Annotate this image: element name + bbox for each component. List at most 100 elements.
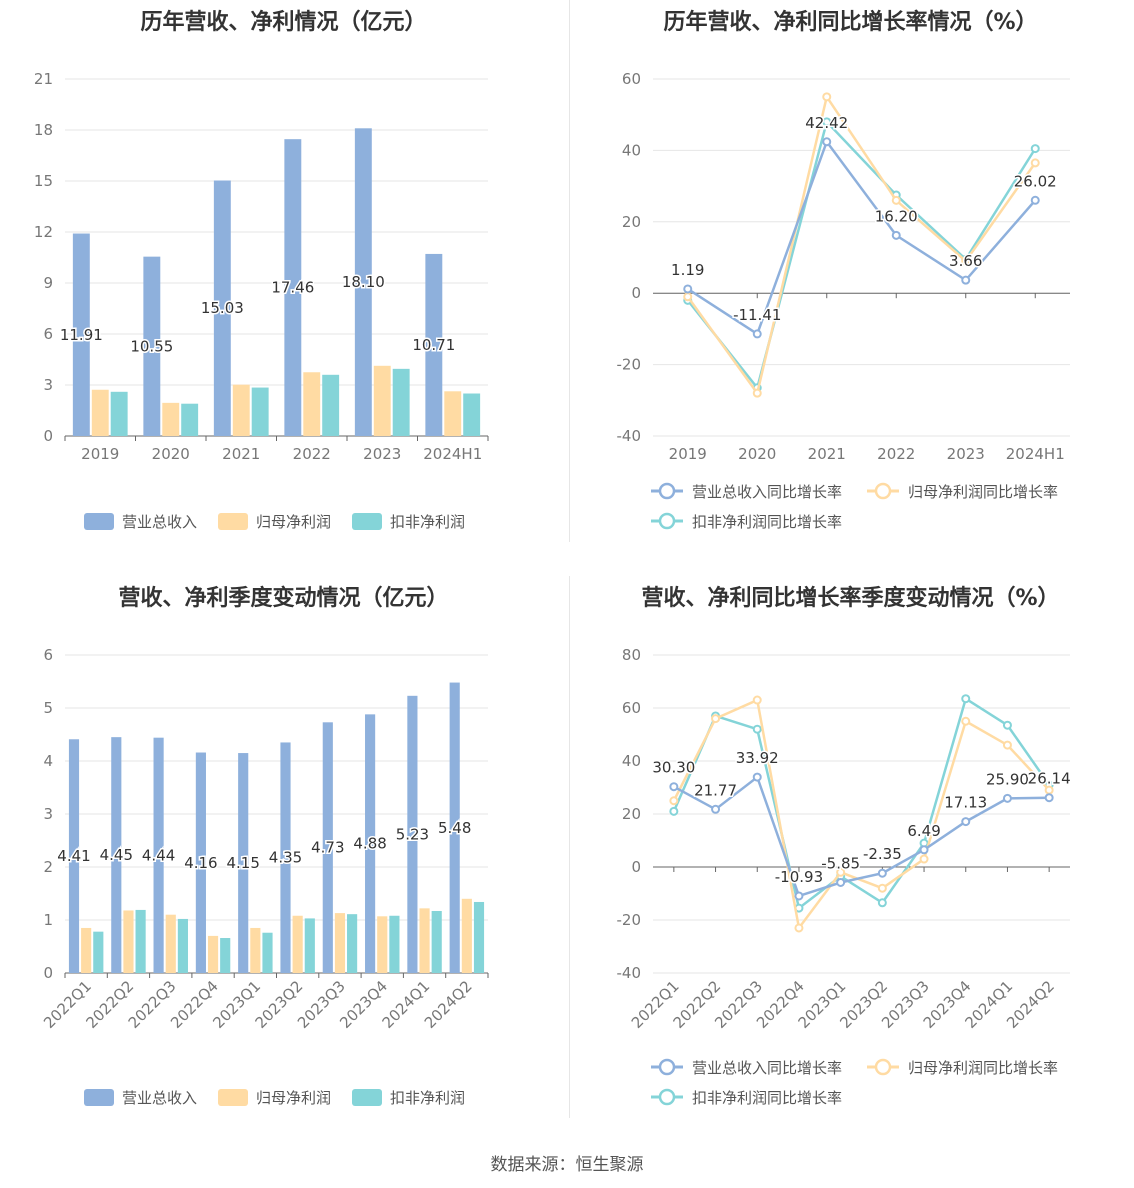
vertical-divider	[569, 0, 570, 542]
legend-swatch	[84, 1089, 114, 1106]
legend-label: 归母净利润	[256, 513, 331, 531]
y-tick-label: 1	[43, 911, 53, 929]
bar	[431, 910, 442, 973]
panel-annual-bar: 历年营收、净利情况（亿元） 0 3 6 9 12 15 18 21 2019 2020 2021 20…	[0, 0, 567, 548]
bar	[232, 384, 250, 436]
data-point	[1030, 158, 1040, 168]
data-point	[1002, 740, 1012, 750]
data-point	[961, 817, 971, 827]
bar	[111, 737, 122, 973]
data-point	[919, 854, 929, 864]
data-label: 30.30	[652, 759, 695, 777]
y-tick-label: 80	[622, 646, 641, 664]
data-point	[683, 284, 693, 294]
y-tick-label: 6	[43, 325, 53, 343]
data-label: 26.02	[1014, 172, 1057, 190]
bar	[143, 256, 161, 436]
data-point	[752, 772, 762, 782]
bar	[304, 918, 315, 973]
vertical-divider	[569, 576, 570, 1118]
legend-marker	[658, 1088, 676, 1106]
data-point	[752, 724, 762, 734]
data-point	[961, 256, 971, 266]
data-point	[836, 867, 846, 877]
chart-title: 历年营收、净利同比增长率情况（%）	[663, 10, 1038, 35]
y-tick-label: 21	[34, 70, 53, 88]
series-line	[686, 119, 1037, 391]
bar	[280, 742, 291, 973]
bar	[68, 739, 80, 973]
data-point	[1002, 793, 1012, 803]
data-label: 21.77	[694, 781, 737, 799]
y-tick-label: 0	[43, 427, 53, 445]
legend-marker	[658, 1058, 676, 1076]
bar	[373, 365, 391, 436]
legend-swatch	[352, 1089, 382, 1106]
bar	[181, 403, 199, 436]
data-label: 3.66	[949, 252, 982, 270]
quarter-bar-chart: 01234562022Q12022Q22022Q32022Q42023Q1202…	[40, 646, 489, 1107]
data-label: 4.16	[184, 854, 217, 872]
bar	[449, 682, 460, 973]
chart-title: 历年营收、净利情况（亿元）	[140, 10, 427, 35]
data-point	[891, 230, 901, 240]
legend-label: 营业总收入同比增长率	[692, 483, 842, 501]
y-tick-label: -20	[617, 911, 642, 929]
data-label: -2.35	[863, 845, 902, 863]
data-point	[822, 92, 832, 102]
legend-label: 归母净利润同比增长率	[908, 1059, 1058, 1077]
panel-quarter-line: 营收、净利同比增长率季度变动情况（%） -40 -20 0 20 40 60 80 2022Q…	[567, 576, 1134, 1124]
data-label: 1.19	[671, 261, 704, 279]
data-point	[877, 883, 887, 893]
legend-label: 归母净利润同比增长率	[908, 483, 1058, 501]
annual-line-chart: -40 -20 0 20 40 60 2019 2020 2021 2022 2023 2024H1 1…	[617, 70, 1070, 531]
bar	[153, 737, 164, 973]
bar	[110, 391, 128, 436]
data-label: 5.23	[396, 825, 429, 843]
y-tick-label: 40	[622, 752, 641, 770]
data-label: 15.03	[201, 299, 244, 317]
legend-label: 扣非净利润	[390, 1089, 465, 1107]
y-tick-label: 18	[34, 121, 53, 139]
x-tick-label: 2019	[81, 445, 119, 463]
x-tick-label: 2021	[808, 445, 846, 463]
data-point	[711, 804, 721, 814]
chart-title: 营收、净利季度变动情况（亿元）	[118, 586, 449, 611]
y-tick-label: 15	[34, 172, 53, 190]
data-point	[961, 694, 971, 704]
y-tick-label: -40	[617, 427, 642, 445]
bar	[392, 368, 410, 436]
data-point	[752, 388, 762, 398]
data-point	[836, 878, 846, 888]
x-tick-label: 2023	[363, 445, 401, 463]
legend-marker	[874, 482, 892, 500]
legend-label: 归母净利润	[256, 1089, 331, 1107]
data-point	[669, 796, 679, 806]
data-point	[1030, 144, 1040, 154]
x-tick-label: 2022	[877, 445, 915, 463]
data-label: 42.42	[805, 114, 848, 132]
bar	[262, 932, 273, 973]
bar	[213, 180, 231, 436]
y-tick-label: 2	[43, 858, 53, 876]
data-point	[877, 868, 887, 878]
bar	[334, 913, 346, 973]
y-tick-label: 5	[43, 699, 53, 717]
series-line	[672, 696, 1051, 911]
data-label: 17.13	[944, 794, 987, 812]
legend-marker	[658, 512, 676, 530]
data-label: 25.90	[986, 770, 1029, 788]
data-point	[891, 195, 901, 205]
bar	[354, 128, 372, 437]
data-point	[752, 329, 762, 339]
y-tick-label: 60	[622, 699, 641, 717]
data-label: -11.41	[733, 306, 781, 324]
data-point	[794, 891, 804, 901]
data-point	[961, 275, 971, 285]
bar	[284, 139, 302, 436]
annual-bar-chart: 0 3 6 9 12 15 18 21 2019 2020 2021 2022 2023 2024H1 11…	[34, 70, 489, 531]
legend-swatch	[84, 513, 114, 530]
bar	[389, 915, 400, 973]
x-tick-label: 2023	[947, 445, 985, 463]
bar	[207, 935, 219, 973]
